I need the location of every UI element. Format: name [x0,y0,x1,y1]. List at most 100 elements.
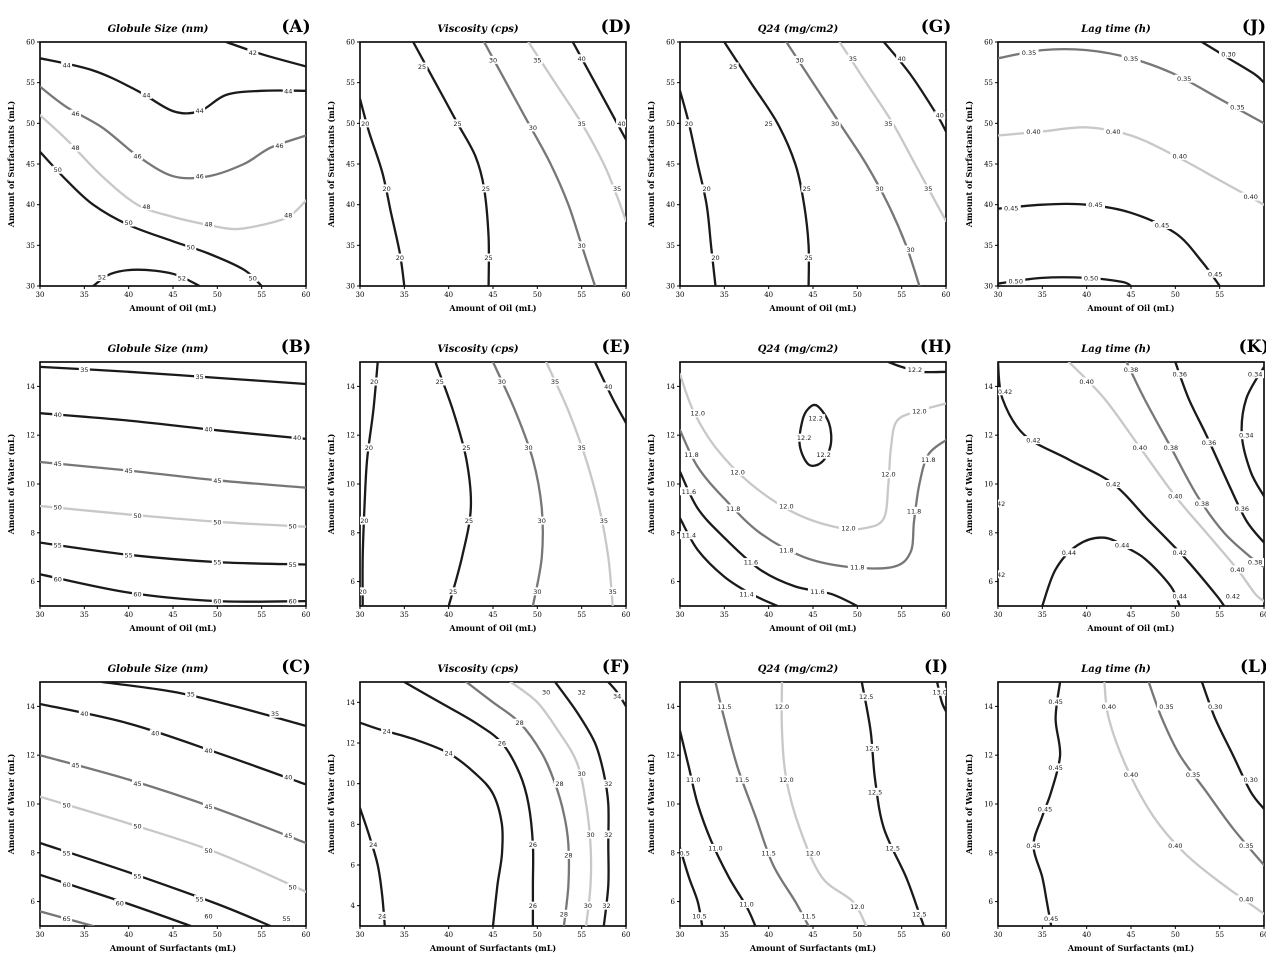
plot-frame [39,681,307,927]
contour-label: 48 [71,144,79,152]
contour-label: 11.6 [744,559,758,567]
contour-line-48 [40,114,306,231]
contour-label: 0.38 [1195,500,1209,508]
chart-title: Globule Size (nm) [108,344,209,355]
x-tick-label: 30 [994,291,1003,299]
contour-label: 40 [204,426,212,434]
contour-line-26 [403,682,535,926]
contour-label-bg [185,690,197,699]
contour-line-0.45 [998,202,1221,286]
contour-label-bg [1081,273,1101,282]
contour-label: 25 [484,254,492,262]
contour-label-bg [1236,895,1256,904]
y-axis-label: Amount of Water (mL) [326,433,336,535]
contour-label: 50 [62,802,70,810]
contour-label-bg [1156,702,1176,711]
contour-lines: 20 20 20 20 25 25 25 25 30 30 30 30 35 35 35 35 40 [360,362,626,606]
x-tick-label: 40 [444,291,453,299]
contour-label-bg [1205,269,1225,278]
contour-panel: 20 20 20 25 25 25 25 30 30 30 30 35 35 35 40 40 30 35 40 45… [640,0,956,318]
contour-line-0.30 [1200,42,1264,84]
y-tick-label: 8 [989,529,993,537]
contour-label-bg [838,523,858,532]
y-tick-label: 12 [26,752,35,760]
contour-label-bg [878,470,898,479]
contour-plot: 12.2 12.2 12.2 12.2 12.0 12.0 12.0 12.0 12.0 12.0… [646,337,952,633]
contour-label-bg [287,882,299,891]
contour-label-bg [1205,702,1225,711]
contour-label: 0.42 [991,500,1005,508]
contour-label-bg [1035,804,1055,813]
contour-label-bg [1023,436,1043,445]
contour-label-bg [483,253,495,262]
contour-label-bg [732,775,752,784]
contour-label: 44 [62,61,70,69]
contour-label: 25 [465,517,473,525]
contour-label: 12.0 [912,407,926,415]
contour-label-bg [922,184,934,193]
contour-label: 0.42 [1026,437,1040,445]
contour-label: 12.2 [816,451,830,459]
contour-label-bg [132,151,144,160]
contour-label-bg [463,516,475,525]
x-tick-label: 50 [533,611,542,619]
contour-label-bg [576,443,588,452]
contour-label: 0.35 [1159,703,1173,711]
contour-label-bg [247,273,259,282]
contour-label-bg [576,688,588,697]
contour-label-bg [829,119,841,128]
contour-label: 0.40 [1173,152,1187,160]
panel-letter: (I) [924,657,948,677]
contour-label-bg [1219,50,1239,59]
y-tick-label: 10 [666,481,675,489]
contour-label: 10.5 [675,849,689,857]
y-tick-label: 12 [666,752,675,760]
x-tick-label: 40 [764,931,773,939]
y-tick-label: 14 [346,699,355,707]
contour-label-bg [688,409,708,418]
x-axis-label: Amount of Surfactants (mL) [109,943,237,953]
contour-line-40 [882,42,946,133]
contour-label: 40 [604,383,612,391]
x-tick-label: 55 [1215,291,1224,299]
contour-label-bg [416,62,428,71]
contour-label-bg [381,726,393,735]
x-tick-label: 40 [1082,931,1091,939]
y-tick-label: 8 [989,849,993,857]
contour-label-bg [1001,203,1021,212]
contour-label: 35 [195,373,203,381]
contour-label: 35 [600,517,608,525]
contour-panel: 42 44 44 44 44 46 46 46 46 48 48 48 48 50 50 50 50 52 52 30… [0,0,316,318]
contour-line-40 [593,362,626,425]
x-tick-label: 30 [36,611,45,619]
contour-label-bg [680,531,699,540]
contour-label-bg [741,558,761,567]
contour-label-bg [558,909,570,918]
contour-label-bg [1170,151,1190,160]
y-tick-label: 10 [984,481,993,489]
contour-label-bg [776,501,796,510]
panel-letter: (C) [281,657,311,677]
contour-label: 24 [369,841,377,849]
contour-label: 60 [116,899,124,907]
contour-label: 24 [382,727,390,735]
contour-label-bg [776,775,796,784]
contour-label: 52 [178,274,186,282]
contour-label: 30 [796,56,804,64]
contour-label-bg [132,779,144,788]
contour-label-bg [862,743,882,752]
contour-lines: 0.45 0.45 0.45 0.45 0.45 0.40 0.40 0.40 0.40 0.35… [1023,682,1264,926]
contour-line-11.5 [714,682,810,926]
contour-line-25 [412,42,491,286]
contour-label-bg [1023,127,1043,136]
x-tick-label: 40 [1082,291,1091,299]
contour-label: 25 [804,254,812,262]
x-tick-label: 50 [853,611,862,619]
contour-label-bg [549,377,561,386]
contour-label: 0.35 [1124,55,1138,63]
contour-label: 50 [125,219,133,227]
contour-label: 35 [271,710,279,718]
y-axis-label: Amount of Water (mL) [6,753,16,855]
y-axis-label: Amount of Surfactants (mL) [646,101,656,229]
